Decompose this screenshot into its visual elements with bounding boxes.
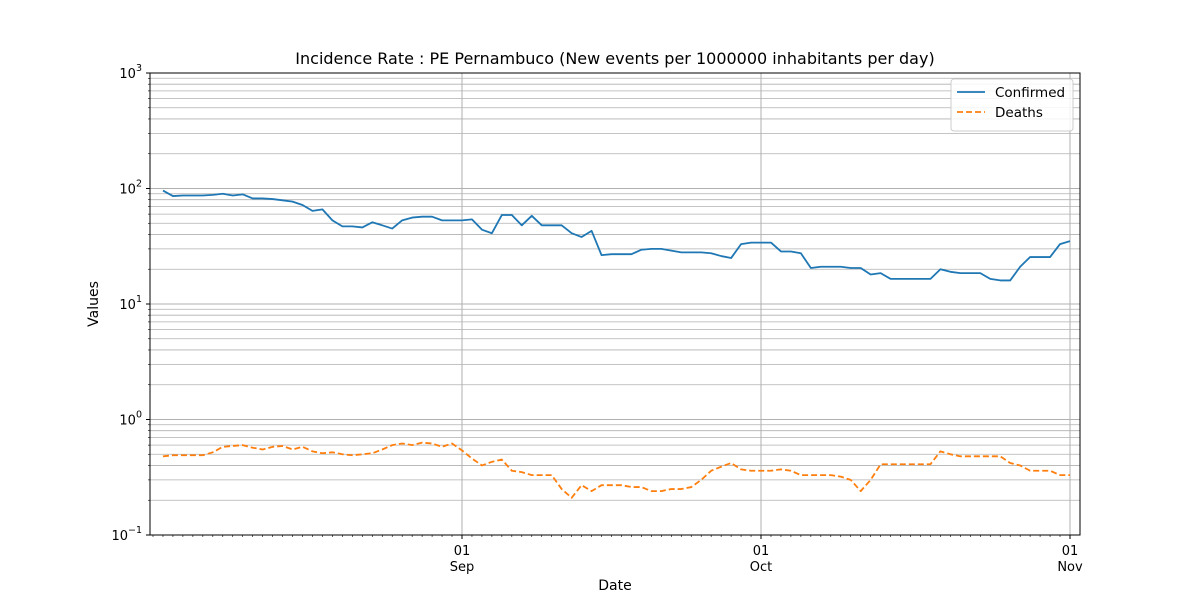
chart-title: Incidence Rate : PE Pernambuco (New even…: [295, 49, 934, 68]
y-tick-label: 102: [119, 179, 142, 198]
x-axis-label: Date: [598, 578, 631, 594]
x-tick-label-month: Oct: [750, 560, 772, 575]
x-tick-label-day: 01: [753, 544, 770, 559]
y-tick-label: 103: [119, 63, 142, 82]
x-tick-label-month: Sep: [450, 560, 475, 575]
legend-entry-deaths: Deaths: [995, 105, 1043, 121]
series-line-confirmed: [162, 189, 1071, 282]
y-tick-label: 101: [119, 294, 142, 313]
x-tick-label-day: 01: [1062, 544, 1079, 559]
series-lines: [162, 189, 1071, 499]
legend: Confirmed Deaths: [950, 78, 1074, 132]
series-line-deaths: [162, 441, 1070, 499]
legend-entry-confirmed: Confirmed: [995, 85, 1065, 101]
y-axis-label: Values: [86, 281, 102, 327]
x-tick-label-month: Nov: [1057, 560, 1083, 575]
x-tick-label-day: 01: [454, 544, 471, 559]
y-tick-label: 100: [119, 410, 142, 429]
y-tick-label: 10−1: [111, 525, 142, 544]
grid: [150, 73, 1080, 536]
